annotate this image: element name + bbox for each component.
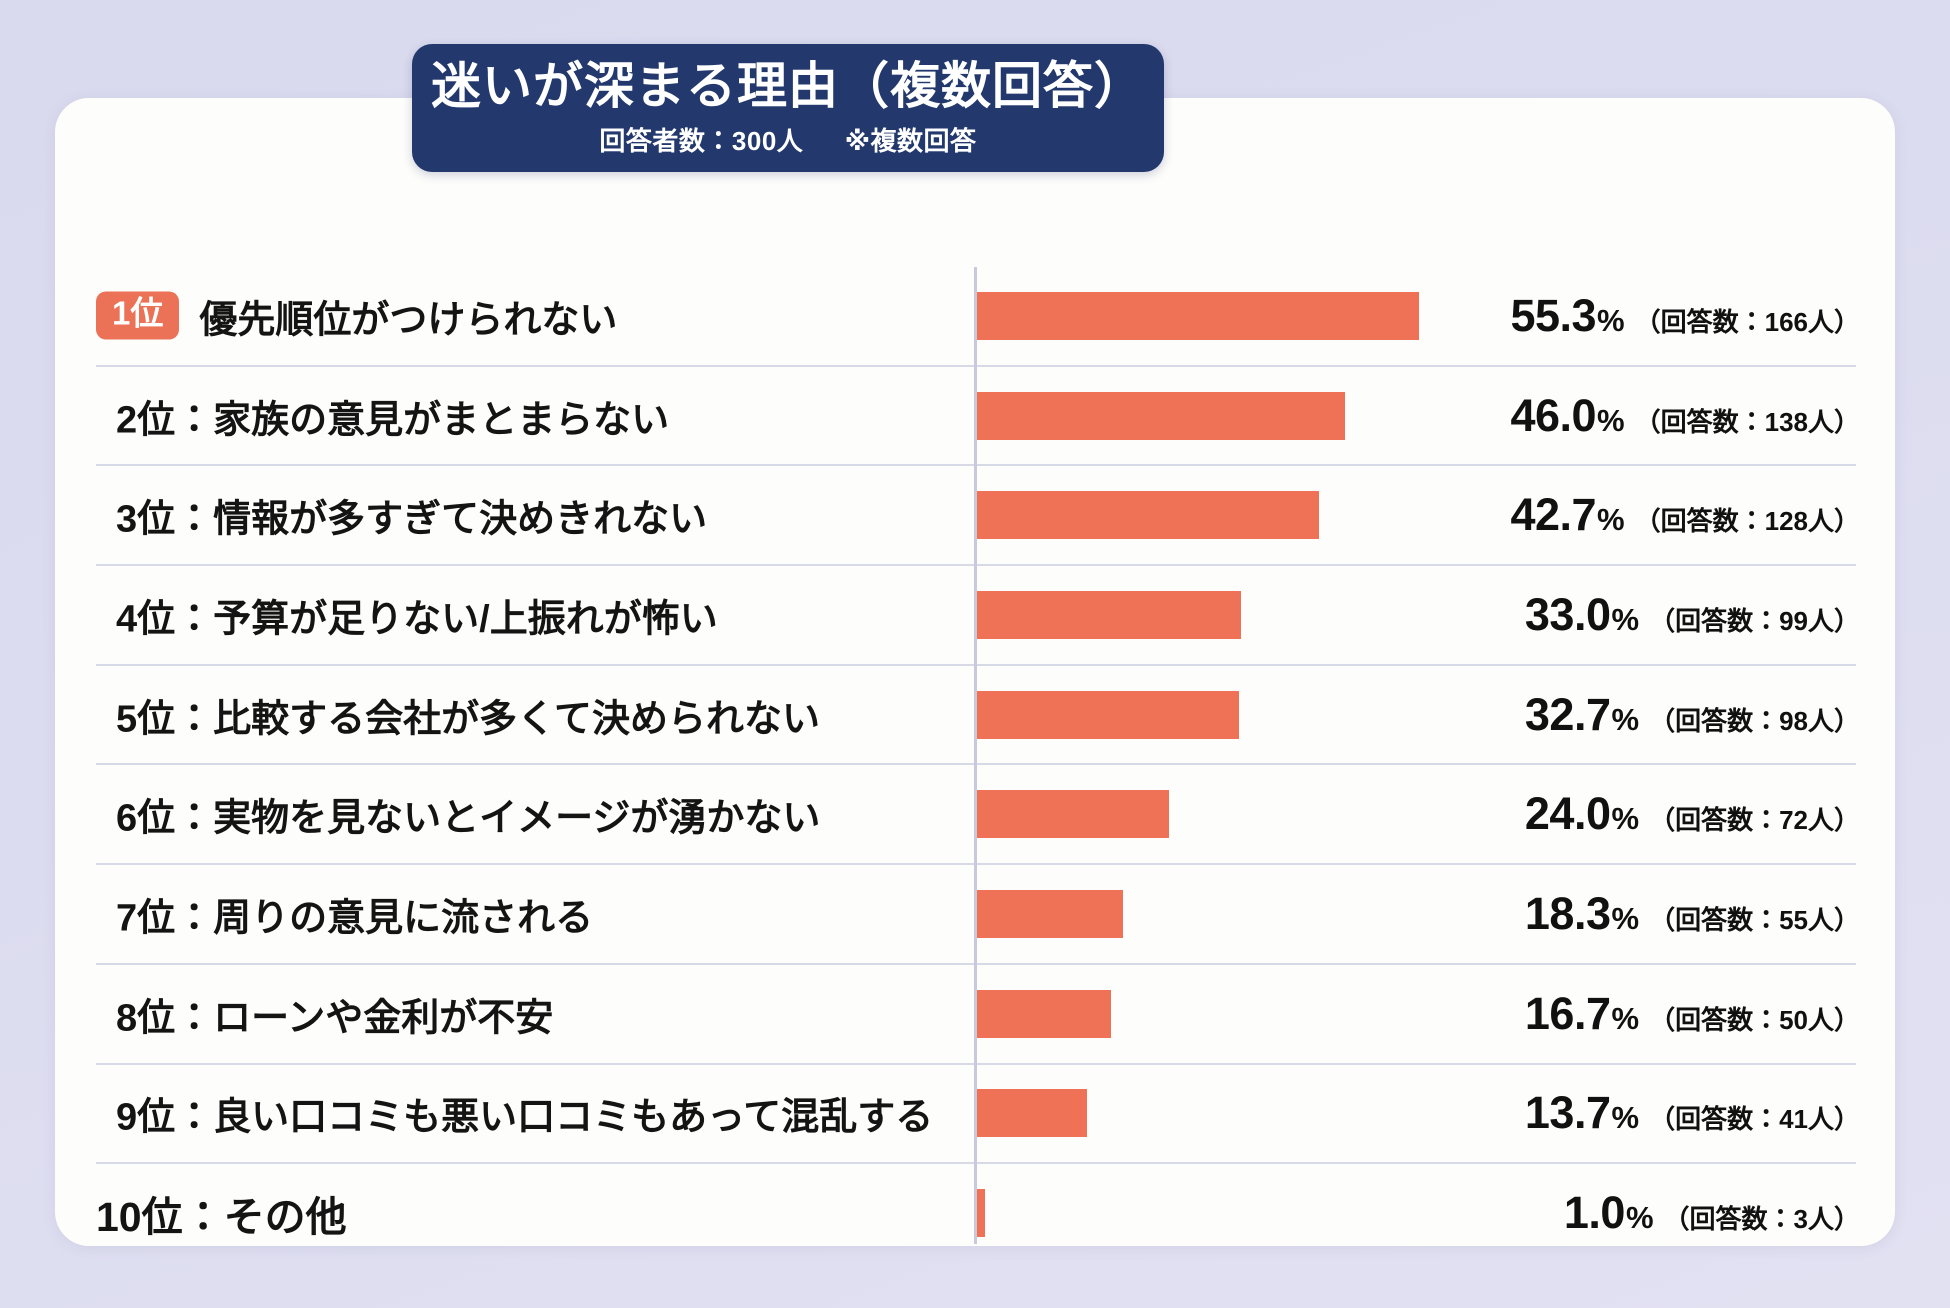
value-percent: 32.7 <box>1524 688 1611 740</box>
bar-track <box>977 1089 1457 1138</box>
value-group: 24.0% （回答数：72人） <box>1460 788 1860 840</box>
percent-sign: % <box>1625 1200 1654 1236</box>
row-label-group: 10位：その他 <box>96 1183 976 1243</box>
row-label-text: 優先順位がつけられない <box>199 299 618 342</box>
value-percent: 42.7 <box>1510 489 1597 541</box>
bar-track <box>977 491 1457 540</box>
bar-track <box>977 989 1457 1038</box>
value-percent: 55.3 <box>1510 289 1597 341</box>
value-percent: 33.0 <box>1524 588 1611 640</box>
value-group: 13.7% （回答数：41人） <box>1460 1087 1860 1139</box>
value-group: 1.0% （回答数：3人） <box>1460 1187 1860 1239</box>
row-label-group: 2位：家族の意見がまとまらない <box>116 388 976 443</box>
table-row: 10位：その他 1.0% （回答数：3人） <box>96 1164 1860 1262</box>
value-group: 55.3% （回答数：166人） <box>1460 290 1860 342</box>
percent-sign: % <box>1597 502 1625 538</box>
bar <box>977 1089 1087 1138</box>
bar-track <box>977 1189 1457 1238</box>
value-group: 16.7% （回答数：50人） <box>1460 988 1860 1040</box>
bar-track <box>977 690 1457 739</box>
value-group: 32.7% （回答数：98人） <box>1460 689 1860 741</box>
row-label-group: 3位：情報が多すぎて決めきれない <box>116 488 976 543</box>
multiple-answer-note: ※複数回答 <box>844 125 977 156</box>
row-label-text: 8位：ローンや金利が不安 <box>116 997 554 1040</box>
bar <box>977 690 1239 739</box>
row-label-text: 9位：良い口コミも悪い口コミもあって混乱する <box>116 1096 934 1139</box>
percent-sign: % <box>1611 1100 1640 1136</box>
chart-baseline-axis <box>974 267 977 1244</box>
value-percent: 1.0 <box>1563 1187 1626 1239</box>
row-label-text: 4位：予算が足りない/上振れが怖い <box>116 598 718 641</box>
value-count: （回答数：138人） <box>1634 406 1860 437</box>
rank-badge: 1位 <box>96 291 180 340</box>
table-row: 6位：実物を見ないとイメージが湧かない 24.0% （回答数：72人） <box>96 765 1860 866</box>
value-count: （回答数：50人） <box>1649 1004 1860 1035</box>
row-label-text: 10位：その他 <box>96 1194 347 1241</box>
bar <box>977 491 1319 540</box>
value-count: （回答数：166人） <box>1634 306 1860 337</box>
row-label-group: 5位：比較する会社が多くて決められない <box>116 687 976 742</box>
row-label-group: 9位：良い口コミも悪い口コミもあって混乱する <box>116 1086 976 1141</box>
value-count: （回答数：72人） <box>1649 805 1860 836</box>
bar <box>977 391 1345 440</box>
value-percent: 24.0 <box>1524 788 1611 840</box>
value-count: （回答数：128人） <box>1634 506 1860 537</box>
percent-sign: % <box>1611 900 1640 936</box>
row-label-group: 4位：予算が足りない/上振れが怖い <box>116 587 976 642</box>
page-title: 迷いが深まる理由（複数回答） <box>431 57 1145 114</box>
bar <box>977 590 1241 639</box>
bar-track <box>977 590 1457 639</box>
row-label-group: 7位：周りの意見に流される <box>116 886 976 941</box>
table-row: 8位：ローンや金利が不安 16.7% （回答数：50人） <box>96 965 1860 1065</box>
table-row: 1位 優先順位がつけられない 55.3% （回答数：166人） <box>96 267 1860 367</box>
value-count: （回答数：55人） <box>1649 904 1860 935</box>
table-row: 4位：予算が足りない/上振れが怖い 33.0% （回答数：99人） <box>96 566 1860 666</box>
value-group: 33.0% （回答数：99人） <box>1460 589 1860 641</box>
value-group: 46.0% （回答数：138人） <box>1460 390 1860 442</box>
percent-sign: % <box>1611 701 1640 737</box>
bar <box>977 1189 985 1238</box>
value-group: 42.7% （回答数：128人） <box>1460 489 1860 541</box>
row-label-group: 8位：ローンや金利が不安 <box>116 986 976 1041</box>
bar-track <box>977 291 1457 340</box>
percent-sign: % <box>1597 402 1625 438</box>
bar <box>977 989 1111 1038</box>
bar <box>977 291 1420 340</box>
value-percent: 16.7 <box>1524 987 1611 1039</box>
percent-sign: % <box>1611 601 1640 637</box>
bar-track <box>977 790 1457 839</box>
table-row: 5位：比較する会社が多くて決められない 32.7% （回答数：98人） <box>96 666 1860 766</box>
chart-subtitle: 回答者数：300人 ※複数回答 <box>599 121 976 158</box>
row-label-text: 7位：周りの意見に流される <box>116 897 594 940</box>
row-label-text: 5位：比較する会社が多くて決められない <box>116 698 820 741</box>
bar <box>977 889 1124 938</box>
row-label-group: 6位：実物を見ないとイメージが湧かない <box>116 787 976 842</box>
bar-track <box>977 889 1457 938</box>
row-label-text: 3位：情報が多すぎて決めきれない <box>116 498 708 541</box>
value-count: （回答数：99人） <box>1649 605 1860 636</box>
value-count: （回答数：98人） <box>1649 705 1860 736</box>
value-percent: 46.0 <box>1510 389 1597 441</box>
value-percent: 18.3 <box>1524 887 1611 939</box>
value-count: （回答数：3人） <box>1663 1204 1860 1235</box>
chart-rows: 1位 優先順位がつけられない 55.3% （回答数：166人） 2位：家族の意見がまとま… <box>96 267 1860 1262</box>
percent-sign: % <box>1611 1000 1640 1036</box>
value-count: （回答数：41人） <box>1649 1104 1860 1135</box>
value-group: 18.3% （回答数：55人） <box>1460 888 1860 940</box>
row-label-group: 1位 優先順位がつけられない <box>96 288 976 343</box>
table-row: 3位：情報が多すぎて決めきれない 42.7% （回答数：128人） <box>96 466 1860 567</box>
row-label-text: 2位：家族の意見がまとまらない <box>116 399 670 442</box>
percent-sign: % <box>1597 302 1625 338</box>
respondents-count: 回答者数：300人 <box>599 125 804 156</box>
chart-title-banner: 迷いが深まる理由（複数回答） 回答者数：300人 ※複数回答 <box>412 44 1164 172</box>
row-label-text: 6位：実物を見ないとイメージが湧かない <box>116 797 821 840</box>
bar-track <box>977 391 1457 440</box>
value-percent: 13.7 <box>1524 1087 1611 1139</box>
bar <box>977 790 1169 839</box>
percent-sign: % <box>1611 801 1640 837</box>
